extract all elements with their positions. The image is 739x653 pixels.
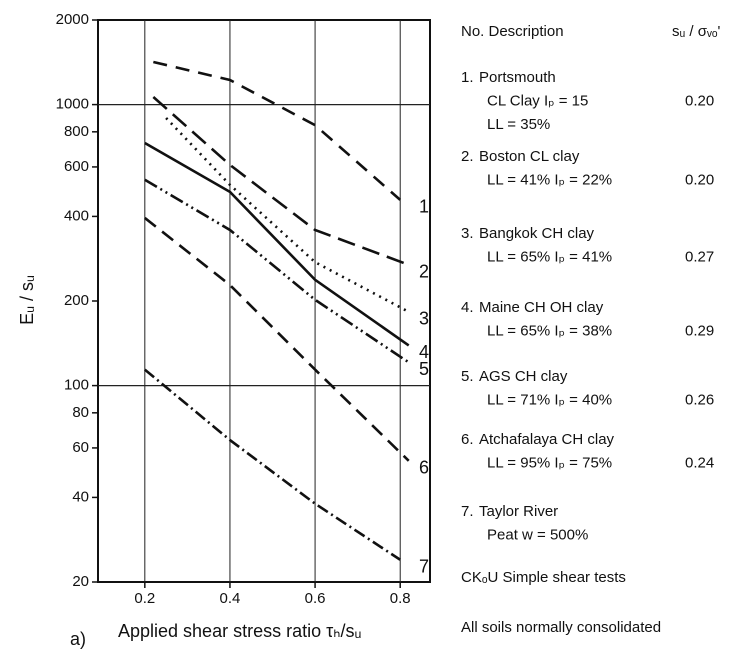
legend-ratio: 0.27	[685, 248, 714, 265]
legend-note: All soils normally consolidated	[461, 619, 661, 636]
legend-note: CKₒU Simple shear tests	[461, 569, 626, 586]
legend-ratio: 0.24	[685, 454, 714, 471]
series-label: 1	[419, 197, 429, 217]
series-label: 2	[419, 262, 429, 282]
legend-description: LL = 65% Iₚ = 38%	[487, 322, 612, 339]
legend-description: Portsmouth	[479, 69, 556, 86]
y-tick-label: 800	[64, 123, 89, 140]
series-line	[165, 117, 410, 313]
y-tick-label: 1000	[56, 96, 89, 113]
y-tick-label: 600	[64, 158, 89, 175]
legend-description: AGS CH clay	[479, 368, 568, 385]
legend-number: 4.	[461, 299, 474, 316]
series-line	[143, 368, 401, 561]
x-axis-label: Applied shear stress ratio τₕ/sᵤ	[118, 621, 361, 641]
y-tick-label: 200	[64, 292, 89, 309]
legend-description: LL = 71% Iₚ = 40%	[487, 391, 612, 408]
legend-ratio: 0.26	[685, 391, 714, 408]
y-tick-label: 20	[72, 573, 89, 590]
legend-ratio: 0.29	[685, 322, 714, 339]
legend-description: Peat w = 500%	[487, 526, 588, 543]
legend-description: Boston CL clay	[479, 148, 580, 165]
y-tick-label: 80	[72, 404, 89, 421]
panel-label: a)	[70, 629, 86, 649]
series-line	[152, 96, 410, 267]
legend-description: LL = 41% Iₚ = 22%	[487, 171, 612, 188]
y-tick-label: 100	[64, 377, 89, 394]
legend-description: Bangkok CH clay	[479, 225, 595, 242]
series-label: 4	[419, 342, 429, 362]
y-tick-label: 60	[72, 439, 89, 456]
legend-ratio: 0.20	[685, 92, 714, 109]
legend-number: 5.	[461, 368, 474, 385]
x-tick-label: 0.4	[220, 590, 241, 607]
series-label: 5	[419, 359, 429, 379]
legend-number: 2.	[461, 148, 474, 165]
y-tick-label: 40	[72, 488, 89, 505]
series-line	[144, 178, 410, 364]
legend-header: No. Description	[461, 23, 564, 40]
legend-description: Maine CH OH clay	[479, 299, 604, 316]
series-line	[144, 141, 410, 347]
legend-number: 6.	[461, 431, 474, 448]
legend-description: LL = 95% Iₚ = 75%	[487, 454, 612, 471]
y-axis-label: Eᵤ / sᵤ	[17, 275, 37, 325]
y-tick-label: 2000	[56, 11, 89, 28]
legend-description: LL = 35%	[487, 116, 550, 133]
legend-description: CL Clay Iₚ = 15	[487, 92, 588, 109]
series-line	[144, 216, 410, 462]
series-label: 6	[419, 458, 429, 478]
series-label: 3	[419, 309, 429, 329]
legend-header-ratio: sᵤ / σᵥₒ'	[672, 23, 720, 40]
legend-ratio: 0.20	[685, 171, 714, 188]
y-tick-label: 400	[64, 207, 89, 224]
legend-description: LL = 65% Iₚ = 41%	[487, 248, 612, 265]
legend-number: 3.	[461, 225, 474, 242]
series-line	[153, 60, 402, 201]
series-label: 7	[419, 557, 429, 577]
legend-number: 1.	[461, 69, 474, 86]
legend-number: 7.	[461, 503, 474, 520]
x-tick-label: 0.8	[390, 590, 411, 607]
x-tick-label: 0.2	[134, 590, 155, 607]
x-tick-label: 0.6	[305, 590, 326, 607]
legend-description: Taylor River	[479, 503, 558, 520]
legend-description: Atchafalaya CH clay	[479, 431, 615, 448]
